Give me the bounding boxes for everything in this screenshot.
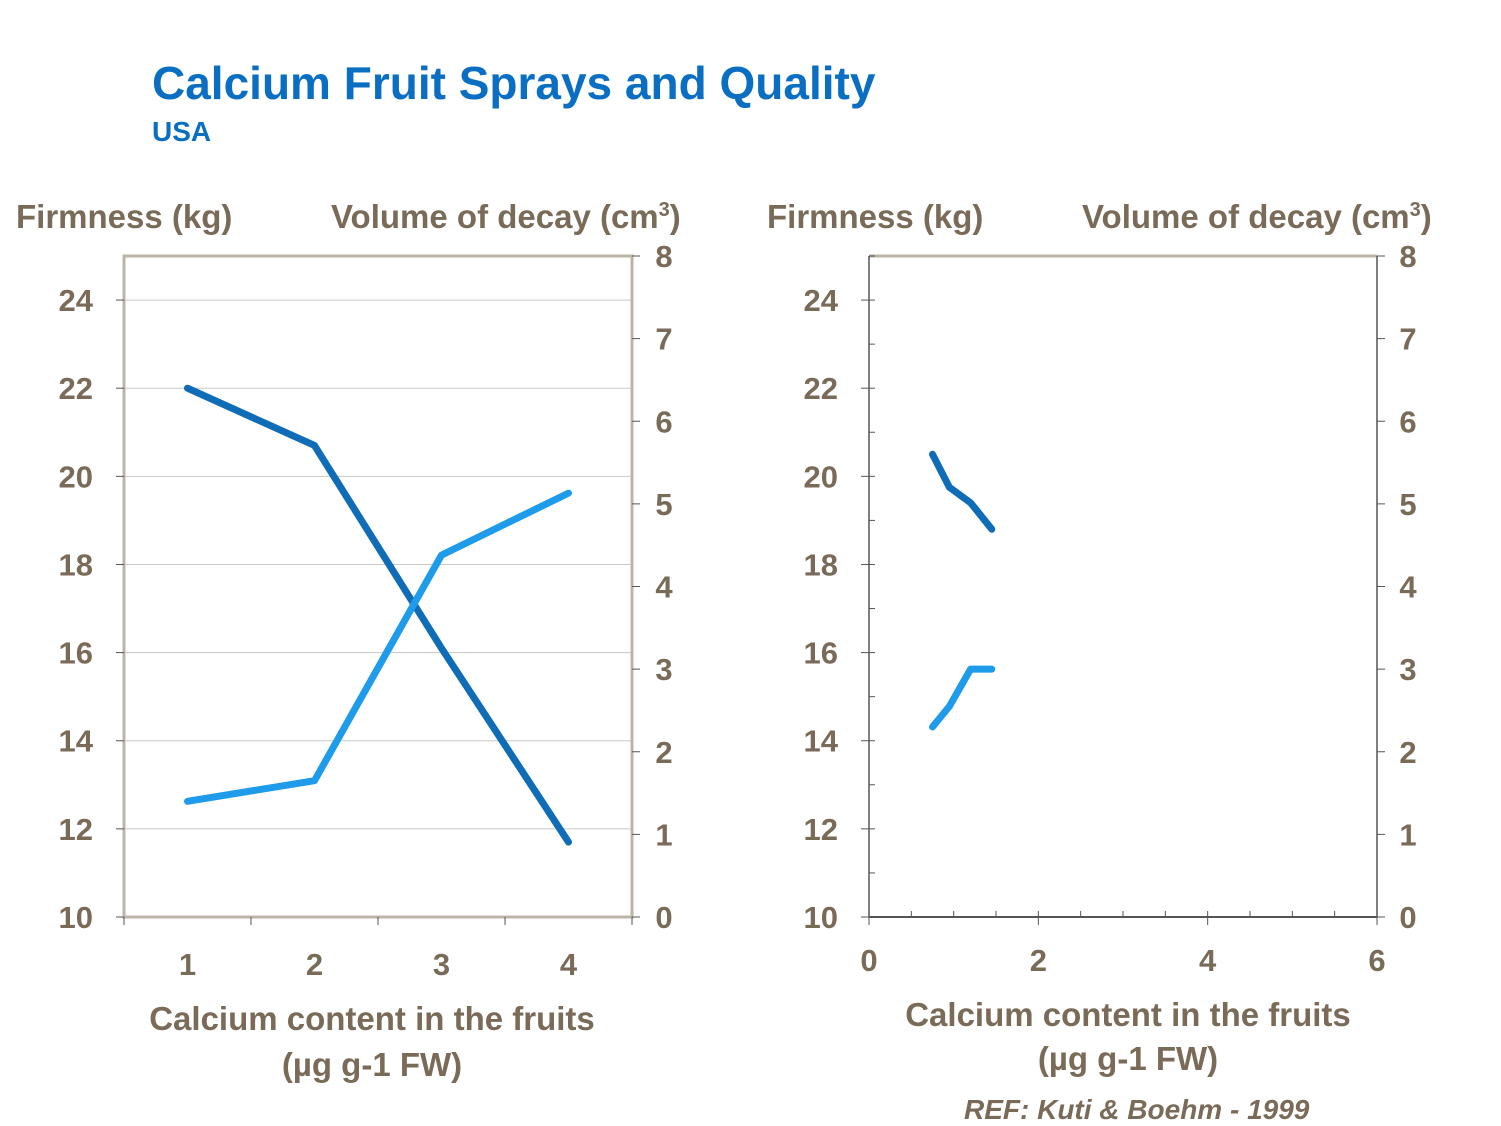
- chart1-left-tick-label: 12: [59, 812, 93, 847]
- chart2-left-tick-label: 24: [804, 283, 839, 318]
- chart1-right-tick-label: 3: [655, 652, 672, 687]
- chart1-left-tick-label: 20: [59, 459, 93, 494]
- chart1-right-tick-label: 5: [655, 487, 672, 522]
- chart2-left-tick-label: 10: [804, 900, 838, 935]
- chart2-left-tick-label: 16: [804, 636, 838, 671]
- chart1-x-axis-label: Calcium content in the fruits: [149, 1000, 595, 1037]
- chart1-series-firmness-line: [184, 384, 572, 846]
- chart1-left-axis-label: Firmness (kg): [16, 198, 232, 235]
- chart1-right-tick-label: 1: [655, 817, 672, 852]
- chart2-x-axis-label: Calcium content in the fruits: [905, 996, 1351, 1033]
- chart1-left-tick-label: 24: [59, 283, 94, 318]
- page-title: Calcium Fruit Sprays and Quality: [152, 57, 876, 109]
- chart1-x-tick-label: 3: [433, 947, 450, 982]
- chart2-x-tick-label: 0: [860, 943, 877, 978]
- chart1-right-tick-label: 4: [655, 570, 673, 605]
- chart2-right-tick-label: 5: [1399, 487, 1416, 522]
- chart2-series-firmness-line: [929, 450, 996, 533]
- chart2-right-tick-label: 2: [1399, 735, 1416, 770]
- chart1-x-tick-label: 2: [306, 947, 323, 982]
- chart1-right-tick-label: 7: [655, 322, 672, 357]
- chart2-left-tick-label: 20: [804, 459, 838, 494]
- chart2-right-tick-label: 3: [1399, 652, 1416, 687]
- chart1-series-decay-line: [184, 489, 572, 805]
- chart2-left-tick-label: 22: [804, 371, 838, 406]
- chart1-right-tick-label: 6: [655, 404, 672, 439]
- chart1-right-tick-label: 2: [655, 735, 672, 770]
- chart2-x-tick-label: 4: [1199, 943, 1217, 978]
- chart2-right-tick-label: 0: [1399, 900, 1416, 935]
- chart1-right-tick-label: 0: [655, 900, 672, 935]
- chart1-right-axis-label: Volume of decay (cm3): [331, 198, 681, 235]
- chart2-right-tick-label: 1: [1399, 817, 1416, 852]
- chart2-x-axis-unit: (µg g-1 FW): [1038, 1040, 1218, 1077]
- chart2-left-tick-label: 18: [804, 547, 838, 582]
- chart1-left-tick-label: 18: [59, 547, 93, 582]
- chart1-left-tick-label: 22: [59, 371, 93, 406]
- chart2-right-axis-label: Volume of decay (cm3): [1082, 198, 1432, 235]
- chart1-left-tick-label: 10: [59, 900, 93, 935]
- chart2-x-tick-label: 6: [1368, 943, 1385, 978]
- chart1-x-tick-label: 4: [560, 947, 578, 982]
- chart2-right-tick-label: 8: [1399, 239, 1416, 274]
- chart2-left-tick-label: 12: [804, 812, 838, 847]
- chart2-right-tick-label: 4: [1399, 570, 1417, 605]
- chart1-x-axis-unit: (µg g-1 FW): [282, 1046, 462, 1083]
- chart1-right-tick-label: 8: [655, 239, 672, 274]
- chart1-left-tick-label: 14: [59, 724, 94, 759]
- chart2-right-tick-label: 6: [1399, 404, 1416, 439]
- chart1-left-tick-label: 16: [59, 636, 93, 671]
- chart2-x-tick-label: 2: [1030, 943, 1047, 978]
- chart2-series-decay-line: [929, 665, 996, 731]
- chart2-left-tick-label: 14: [804, 724, 839, 759]
- chart2-right-tick-label: 7: [1399, 322, 1416, 357]
- chart1-x-tick-label: 1: [179, 947, 196, 982]
- page-subtitle: USA: [152, 116, 212, 147]
- reference-note: REF: Kuti & Boehm - 1999: [964, 1094, 1310, 1125]
- chart2-left-axis-label: Firmness (kg): [767, 198, 983, 235]
